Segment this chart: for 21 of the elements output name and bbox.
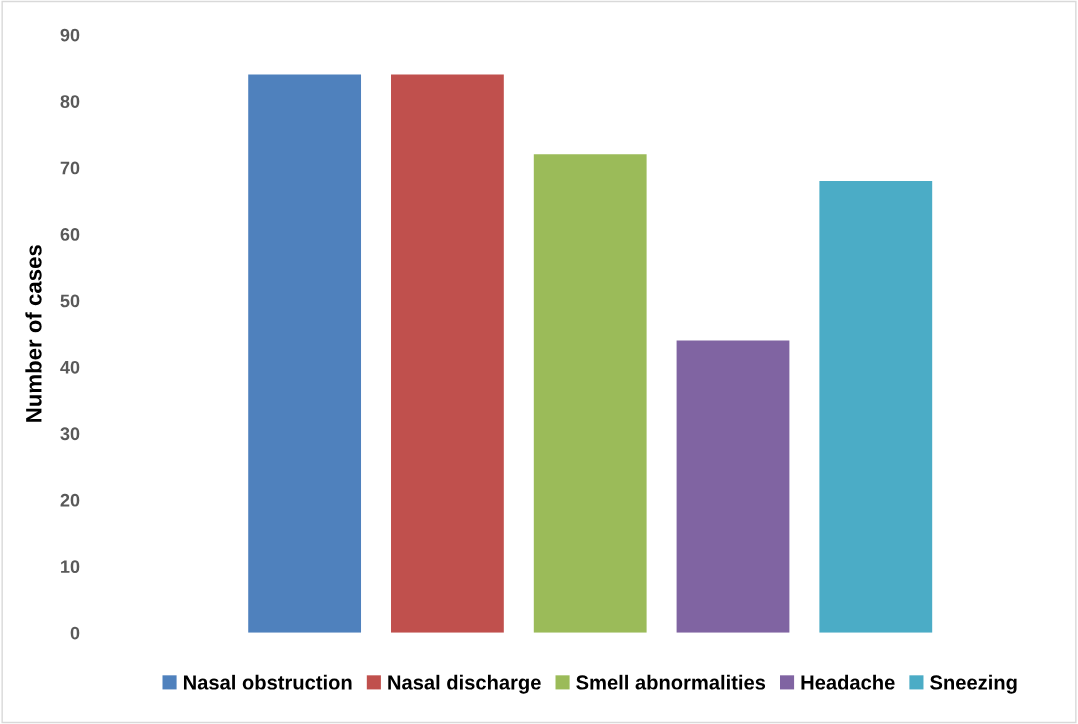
y-axis-title: Number of cases [25,245,42,422]
legend-label: Nasal obstruction [183,674,352,690]
bar [248,74,362,633]
legend-label: Sneezing [930,674,1017,694]
legend-label: Nasal discharge [388,674,541,694]
y-tick-label: 60 [60,228,80,241]
bar [819,180,933,633]
y-tick-label: 40 [60,360,80,374]
y-tick-label: 30 [60,427,80,441]
legend-label: Headache [801,674,895,690]
legend-label: Smell abnormalities [576,674,766,690]
y-tick-label: 0 [70,626,80,640]
bar [676,340,790,633]
y-tick-label: 70 [60,161,80,175]
y-tick-label: 50 [60,294,80,308]
y-tick-label: 20 [60,493,80,507]
y-tick-label: 80 [60,95,80,108]
y-tick-label: 10 [61,560,80,574]
y-tick-label: 90 [60,28,80,42]
bar [533,154,647,633]
bar [391,74,504,633]
